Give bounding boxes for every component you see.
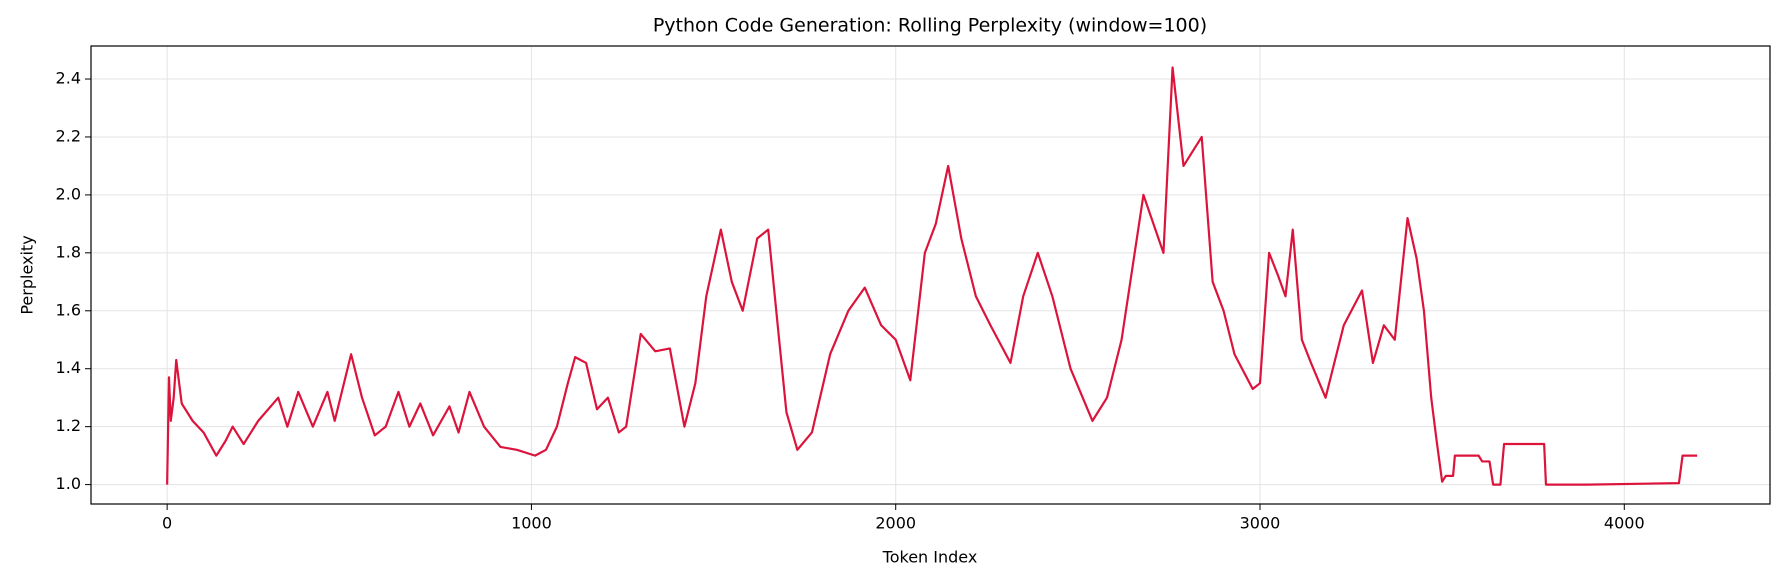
y-axis-label: Perplexity [18,235,37,314]
y-tick-label: 1.6 [56,300,81,319]
plot-frame [90,45,1771,505]
y-tick-label: 1.4 [56,358,81,377]
x-tick-label: 0 [162,514,172,533]
x-tick-label: 1000 [511,514,552,533]
chart-title: Python Code Generation: Rolling Perplexi… [653,15,1207,37]
x-tick-label: 2000 [875,514,916,533]
y-tick-label: 1.8 [56,242,81,261]
x-tick-label: 4000 [1604,514,1645,533]
x-axis-label: Token Index [882,548,978,567]
line [166,66,1698,486]
y-tick-label: 2.2 [56,126,81,145]
x-tick-label: 3000 [1240,514,1281,533]
y-tick-label: 2.4 [56,69,81,88]
y-tick-label: 1.0 [56,474,81,493]
y-tick-label: 1.2 [56,416,81,435]
y-tick-label: 2.0 [56,184,81,203]
